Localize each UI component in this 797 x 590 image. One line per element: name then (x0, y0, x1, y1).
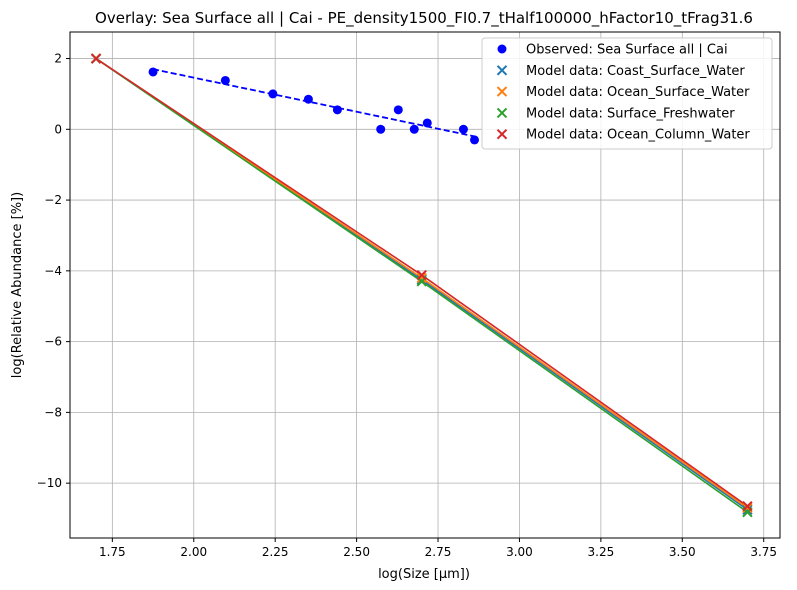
observed-point (422, 118, 432, 128)
x-tick-label: 3.00 (506, 545, 533, 559)
observed-point (332, 105, 342, 115)
observed-point (409, 124, 419, 134)
y-tick-label: −10 (37, 476, 62, 490)
legend-label: Model data: Ocean_Column_Water (526, 128, 750, 143)
x-tick-label: 2.00 (180, 545, 207, 559)
x-tick-label: 2.75 (425, 545, 452, 559)
model-point (416, 272, 427, 284)
legend-marker-model (496, 86, 508, 97)
observed-fit-line (152, 68, 475, 138)
x-tick-label: 2.50 (343, 545, 370, 559)
observed-point (458, 124, 468, 134)
y-tick-label: 2 (54, 52, 62, 66)
x-tick-label: 3.25 (588, 545, 615, 559)
observed-point (376, 124, 386, 134)
model-point (742, 500, 753, 512)
legend-marker-observed (497, 44, 507, 54)
model-points (90, 53, 753, 518)
x-axis-label: log(Size [μm]) (378, 567, 470, 582)
observed-point (148, 67, 158, 77)
y-axis-label: log(Relative Abundance [%]) (10, 192, 25, 378)
legend: Observed: Sea Surface all | Cai Model dat… (481, 37, 773, 150)
observed-point (303, 94, 313, 104)
y-axis-ticks: −10 −8 −6 −4 −2 0 2 (37, 52, 70, 490)
legend-marker-model (496, 65, 508, 76)
x-tick-label: 3.50 (669, 545, 696, 559)
observed-point (393, 105, 403, 115)
model-point (90, 53, 102, 64)
x-tick-label: 1.75 (99, 545, 126, 559)
legend-marker-model (496, 107, 508, 119)
legend-label: Model data: Coast_Surface_Water (526, 64, 745, 79)
y-tick-label: −6 (44, 335, 62, 349)
model-point (742, 504, 753, 515)
observed-point (220, 75, 230, 85)
y-tick-label: 0 (54, 122, 62, 136)
x-tick-label: 2.25 (262, 545, 289, 559)
y-tick-label: −2 (44, 193, 62, 207)
y-tick-label: −4 (44, 264, 62, 278)
legend-marker-model (496, 128, 508, 140)
axes-frame (69, 31, 781, 539)
observed-points (148, 67, 480, 145)
observed-point (268, 89, 278, 99)
x-axis-ticks: 1.75 2.00 2.25 2.50 2.75 3.00 3.25 3.50 3.75 (99, 538, 777, 559)
model-point (416, 269, 427, 281)
legend-label: Model data: Ocean_Surface_Water (526, 85, 750, 100)
legend-label: Observed: Sea Surface all | Cai (526, 43, 728, 58)
legend-box (481, 37, 773, 150)
observed-point (470, 135, 480, 145)
chart-title: Overlay: Sea Surface all | Cai - PE_dens… (95, 9, 753, 28)
x-tick-label: 3.75 (750, 545, 777, 559)
legend-label: Model data: Surface_Freshwater (526, 106, 735, 121)
observed-fit (152, 68, 475, 138)
y-tick-label: −8 (44, 405, 62, 419)
model-point (742, 502, 753, 514)
